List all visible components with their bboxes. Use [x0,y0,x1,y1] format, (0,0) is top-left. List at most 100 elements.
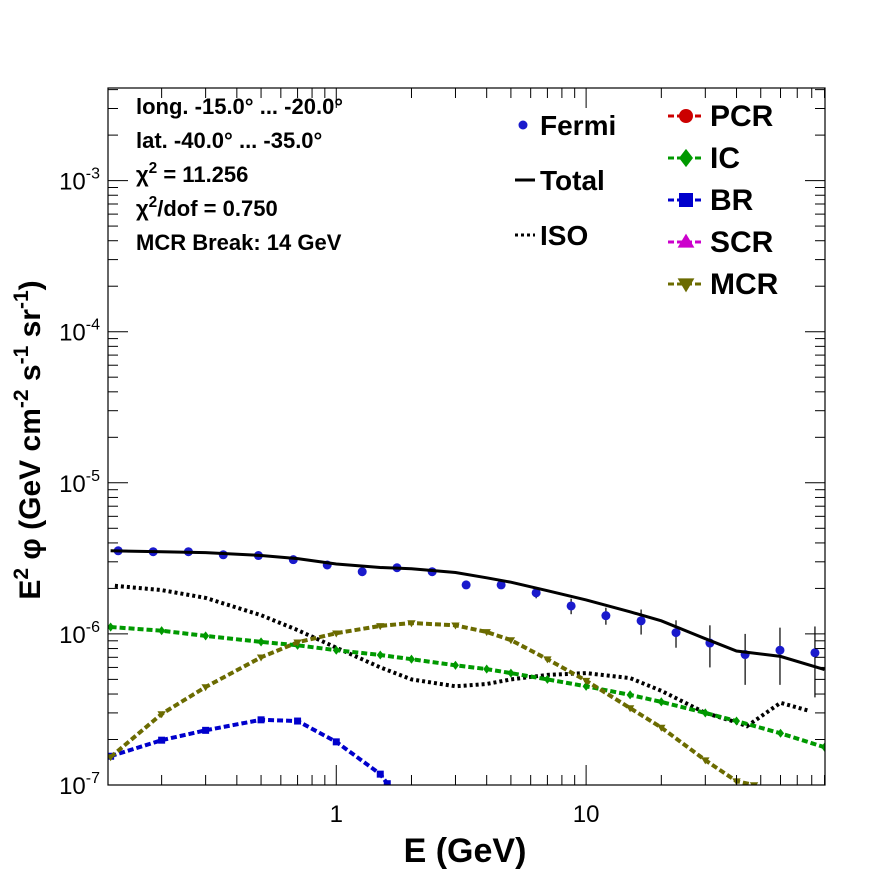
legend-symbol [668,109,704,123]
marker [332,738,340,746]
marker [657,724,666,732]
marker [451,622,460,630]
marker [158,736,166,744]
series-line [109,620,755,785]
superscript: 2 [149,160,158,177]
superscript: 2 [10,568,33,580]
x-axis-title: E (GeV) [404,832,527,870]
text-part: = 11.256 [157,162,248,187]
x-tick-label: 1 [330,801,343,828]
annotation: MCR Break: 14 GeV [136,230,342,255]
marker [679,193,693,207]
marker [293,639,302,647]
y-tick-base: 10 [59,320,86,347]
marker [257,637,265,647]
legend-label: PCR [710,100,774,133]
legend-symbol [668,193,704,207]
y-tick-label: 10-7 [59,770,100,800]
marker [626,690,634,700]
annotation: χ2/dof = 0.750 [136,194,278,221]
marker [810,648,820,658]
marker [507,668,515,678]
superscript: 2 [149,194,158,211]
marker [451,660,459,670]
marker [294,717,302,725]
marker [518,120,528,130]
marker [581,677,591,685]
y-tick-exponent: -7 [86,770,100,787]
y-tick-exponent: -5 [86,468,100,485]
marker [543,674,551,684]
marker [775,645,785,655]
marker [625,705,635,713]
marker [256,654,266,662]
legend-label: ISO [540,220,588,251]
superscript: -2 [10,389,33,408]
marker [701,708,709,718]
legend-symbol [668,278,704,293]
marker [506,637,516,645]
marker [483,664,491,674]
legend-label: MCR [710,268,779,301]
y-tick-label: 10-3 [59,166,100,196]
marker [657,697,665,707]
legend-symbol [668,148,704,168]
legend-label: SCR [710,226,774,259]
marker [543,656,552,664]
annotation: lat. -40.0° ... -35.0° [136,128,322,153]
marker [679,109,693,123]
text-part: ) [14,280,47,290]
y-axis-title: E2 φ (GeV cm-2 s-1 sr-1) [10,280,47,599]
text-part: sr [14,309,47,346]
marker [376,623,385,631]
text-part: s [14,364,47,389]
marker [777,728,785,738]
marker [733,716,741,726]
x-tick-label: 10 [573,801,600,828]
text-part: χ [136,162,149,187]
y-tick-exponent: -3 [86,166,100,183]
series-line [114,583,810,729]
marker [157,711,166,719]
marker [671,628,681,638]
plot-area [108,546,825,785]
marker [677,278,695,293]
text-part: χ [136,196,149,221]
marker [357,567,367,577]
legend-symbol [668,233,704,248]
annotation: long. -15.0° ... -20.0° [136,94,343,119]
legend-label: BR [710,184,754,217]
superscript: -1 [10,290,33,309]
legend-label: Fermi [540,110,616,141]
y-tick-exponent: -6 [86,619,100,636]
text-part: /dof = 0.750 [157,196,277,221]
marker [383,780,391,785]
marker [531,588,541,598]
text-part: E [14,580,47,600]
series-line [110,717,389,785]
marker [376,650,384,660]
y-tick-base: 10 [59,622,86,649]
marker [601,611,611,621]
marker [202,631,210,641]
y-tick-label: 10-5 [59,468,100,498]
marker [749,782,759,785]
marker [108,754,115,762]
marker [482,629,491,637]
marker [158,626,166,636]
series-line [110,549,825,672]
marker [407,654,415,664]
marker [461,580,471,590]
marker [679,148,693,168]
marker [566,601,576,611]
text-part: long. -15.0° ... -20.0° [136,94,343,119]
marker [821,742,825,752]
text-part: lat. -40.0° ... -35.0° [136,128,322,153]
y-tick-label: 10-6 [59,619,100,649]
y-tick-label: 10-4 [59,317,100,347]
marker [257,716,265,724]
marker [332,645,340,655]
legend-symbol [518,120,528,130]
legend-label: Total [540,165,605,196]
